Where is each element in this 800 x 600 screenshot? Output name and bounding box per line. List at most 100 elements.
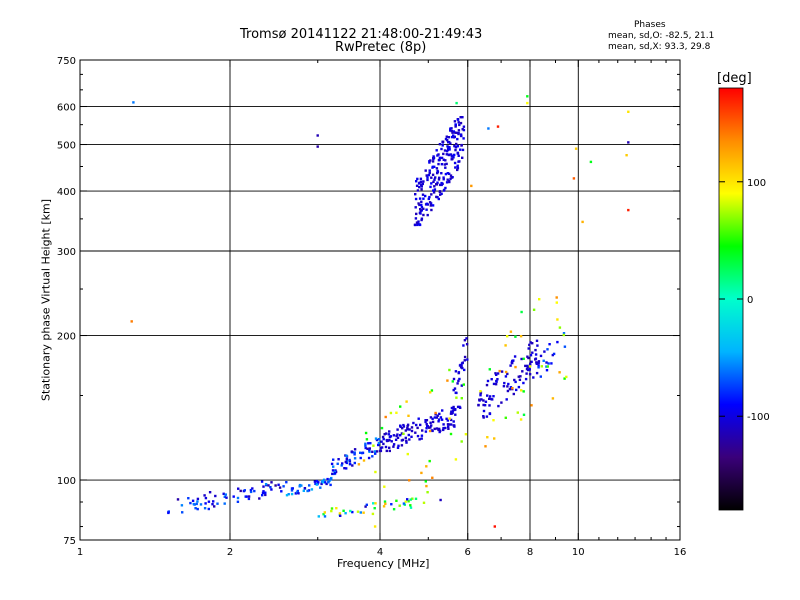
data-point xyxy=(442,426,445,430)
data-point xyxy=(415,423,418,427)
data-point xyxy=(438,176,441,179)
data-point xyxy=(323,481,327,484)
data-point xyxy=(429,204,432,207)
data-point xyxy=(520,357,523,361)
data-point xyxy=(365,503,368,506)
data-point xyxy=(456,144,459,148)
data-point xyxy=(223,495,226,498)
data-point xyxy=(455,101,458,105)
data-point xyxy=(176,498,180,501)
data-point xyxy=(404,436,407,440)
data-point xyxy=(420,217,424,220)
data-point xyxy=(457,371,461,374)
data-point xyxy=(445,181,449,184)
data-point xyxy=(456,168,459,172)
data-point xyxy=(236,500,240,503)
data-point xyxy=(452,136,456,139)
data-point xyxy=(395,499,398,502)
data-point xyxy=(506,389,510,393)
y-tick-label: 600 xyxy=(57,103,76,114)
data-point xyxy=(406,423,410,426)
data-point xyxy=(428,426,431,429)
data-point xyxy=(493,525,496,528)
data-point xyxy=(514,365,517,369)
data-point xyxy=(402,425,406,428)
data-point xyxy=(524,364,527,368)
data-point xyxy=(419,208,422,211)
data-point xyxy=(470,184,473,188)
data-point xyxy=(497,404,500,408)
data-point xyxy=(438,427,441,431)
data-point xyxy=(374,437,378,440)
data-point xyxy=(432,191,436,194)
data-point xyxy=(454,166,457,169)
data-point xyxy=(504,344,507,347)
data-point xyxy=(458,123,461,127)
data-point xyxy=(374,452,377,455)
colorbar-label: [deg] xyxy=(717,71,752,86)
data-point xyxy=(447,427,450,430)
data-point xyxy=(388,449,391,453)
data-point xyxy=(329,483,332,487)
data-point xyxy=(277,483,280,486)
data-point xyxy=(362,511,365,514)
data-point xyxy=(460,384,463,387)
data-point xyxy=(460,144,463,147)
data-point xyxy=(446,145,449,148)
data-point xyxy=(416,434,420,438)
data-point xyxy=(433,165,436,168)
data-point xyxy=(434,176,437,179)
data-point xyxy=(545,361,548,364)
data-point xyxy=(431,160,435,163)
x-tick-label: 6 xyxy=(465,547,471,558)
data-point xyxy=(317,481,320,484)
data-point xyxy=(436,154,439,157)
data-point xyxy=(385,438,388,442)
data-point xyxy=(441,144,444,147)
data-point xyxy=(449,153,453,156)
data-point xyxy=(572,177,576,180)
data-point xyxy=(420,188,423,191)
data-point xyxy=(502,385,506,388)
data-point xyxy=(399,434,402,437)
data-point xyxy=(385,449,388,453)
data-point xyxy=(444,166,447,169)
data-point xyxy=(371,512,375,516)
data-point xyxy=(359,511,362,514)
data-point xyxy=(425,427,428,430)
data-point xyxy=(330,507,334,510)
data-point xyxy=(444,426,447,430)
data-point xyxy=(426,491,429,494)
data-point xyxy=(539,375,542,378)
data-point xyxy=(426,178,429,182)
data-point xyxy=(239,489,242,493)
data-point xyxy=(556,318,559,321)
data-point xyxy=(269,486,272,489)
data-point xyxy=(396,436,400,439)
chart-title: Tromsø 20141122 21:48:00-21:49:43 xyxy=(240,27,483,42)
data-point xyxy=(342,509,345,512)
data-point xyxy=(340,464,343,467)
data-point xyxy=(132,101,135,104)
data-point xyxy=(359,451,362,454)
data-point xyxy=(542,359,545,362)
data-point xyxy=(207,500,211,503)
data-point xyxy=(388,438,391,442)
data-point xyxy=(520,389,523,392)
data-point xyxy=(204,496,208,500)
data-point xyxy=(353,448,357,451)
data-point xyxy=(453,144,456,148)
data-point xyxy=(274,484,277,487)
data-point xyxy=(537,364,540,367)
data-point xyxy=(443,188,446,192)
data-point xyxy=(465,343,469,346)
data-point xyxy=(443,149,447,152)
data-point xyxy=(520,310,523,314)
data-point xyxy=(344,460,347,464)
data-point xyxy=(180,504,184,507)
data-point xyxy=(319,486,322,489)
x-tick-label: 4 xyxy=(377,547,383,558)
x-tick-label: 16 xyxy=(674,547,687,558)
data-point xyxy=(435,167,439,170)
data-point xyxy=(307,489,311,492)
